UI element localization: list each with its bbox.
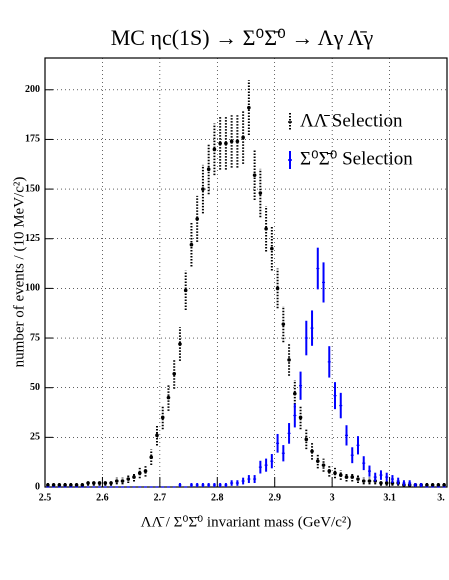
data-point [315,459,320,463]
data-point [126,477,131,481]
y-tick-label: 125 [25,233,40,244]
data-point [189,242,194,247]
data-point [247,105,251,110]
data-point [379,481,383,485]
data-point [212,147,217,152]
data-point [160,415,165,420]
y-tick-label: 75 [30,332,40,343]
data-point [149,455,154,460]
y-tick-label: 50 [30,382,40,393]
data-point [86,481,90,485]
data-point [442,483,446,487]
data-point [132,475,136,479]
y-tick-label: 100 [25,283,40,294]
series [46,80,446,487]
data-point [69,483,73,487]
data-point [218,141,222,146]
data-point [183,288,188,293]
data-point [287,358,291,362]
series [46,247,446,488]
y-axis-label: number of events / (10 MeV/c²) [11,177,27,368]
data-point [298,415,303,420]
data-point [195,217,199,221]
x-tick-label: 2.6 [96,492,109,503]
data-point [206,167,211,172]
data-point [333,471,337,475]
data-point [430,483,435,487]
x-tick-label: 2.8 [211,492,224,503]
chart-title: MC ηc(1S) → Σ⁰Σ̄⁰ → Λγ Λ̄γ [111,25,374,50]
data-point [293,391,297,396]
data-point [384,481,389,485]
data-point [201,187,205,191]
data-point [80,483,85,487]
data-point [97,481,102,485]
x-tick-label: 2.5 [39,492,52,503]
data-point [103,481,108,485]
data-point [114,479,119,483]
x-tick-label: 2.7 [154,492,167,503]
y-tick-label: 200 [25,84,40,95]
data-point [172,371,177,376]
data-point [356,477,360,481]
data-point [270,246,274,251]
legend-label: Σ⁰Σ̄⁰ Selection [300,148,413,169]
data-point [51,483,56,487]
data-point [304,437,309,442]
data-point [46,483,50,487]
data-point [137,471,142,475]
data-point [143,469,148,473]
data-point [178,342,182,346]
data-point [57,483,62,487]
x-tick-label: 3. [437,492,445,503]
data-point [109,481,113,485]
data-point [344,475,349,479]
data-point [229,139,234,144]
data-point [166,395,171,400]
data-point [367,479,372,483]
y-tick-label: 175 [25,134,40,145]
y-tick-label: 0 [35,481,40,492]
x-tick-label: 3.1 [383,492,396,503]
x-tick-label: 2.9 [268,492,281,503]
data-point [264,227,268,231]
data-point [235,139,240,144]
data-point [92,481,96,485]
legend-label: ΛΛ̄ Selection [300,110,403,131]
x-tick-label: 3 [330,492,335,503]
x-axis-label: ΛΛ̄ / Σ⁰Σ̄⁰ invariant mass (GeV/c²) [141,514,352,530]
data-point [321,463,326,467]
data-point [425,483,429,487]
data-point [120,479,125,483]
data-point [74,483,79,487]
data-point [63,483,67,487]
data-point [281,322,286,326]
data-point [338,473,343,477]
data-point [361,479,366,483]
plot-frame [44,57,448,488]
data-point [350,475,355,479]
y-tick-label: 25 [30,432,40,443]
data-point [275,286,280,291]
data-point [241,135,245,140]
data-point [310,449,314,454]
data-point [155,433,159,438]
data-point [252,173,257,177]
data-point [436,483,441,487]
data-point [224,141,228,146]
data-point [258,191,263,195]
y-tick-label: 150 [25,183,40,194]
data-point [327,469,332,473]
